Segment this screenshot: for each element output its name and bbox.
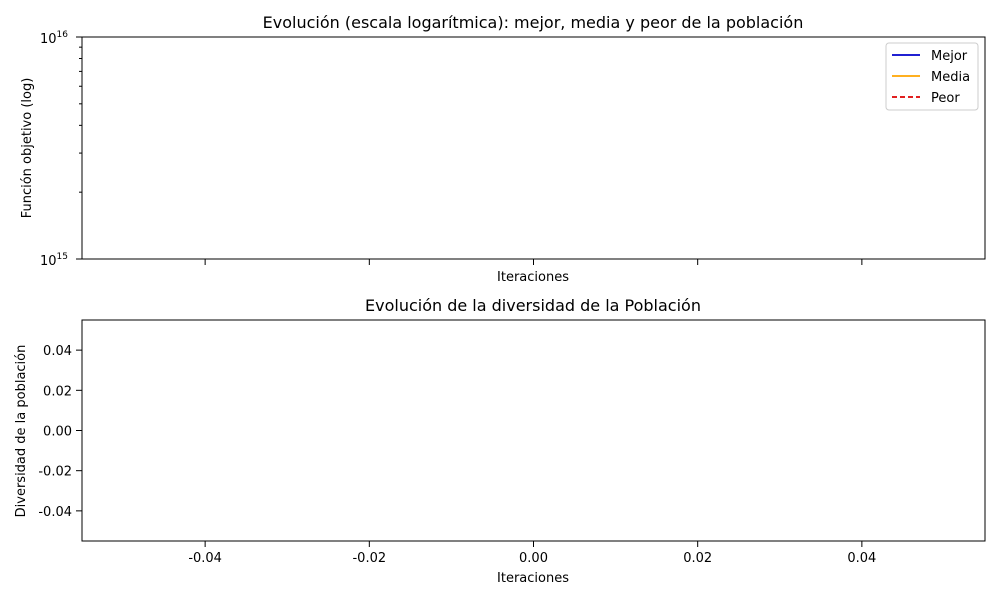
chart-bottom-y-label: Diversidad de la población <box>14 345 29 518</box>
legend-label-mejor: Mejor <box>931 49 968 64</box>
chart-top-x-ticks <box>204 259 863 265</box>
y-tick-label-15: 1015 <box>40 252 68 269</box>
bottom-y-tick-label-0: 0.04 <box>43 344 72 359</box>
chart-bottom-x-label: Iteraciones <box>497 571 569 586</box>
legend-label-peor: Peor <box>931 91 960 106</box>
chart-top: Evolución (escala logarítmica): mejor, m… <box>20 13 986 285</box>
bottom-y-tick-label-4: -0.04 <box>38 505 72 520</box>
chart-top-title: Evolución (escala logarítmica): mejor, m… <box>263 13 804 32</box>
y-tick-label-16: 1016 <box>40 30 68 47</box>
chart-top-y-ticks: 1016 1015 <box>40 30 82 269</box>
chart-top-y-label: Función objetivo (log) <box>20 78 35 219</box>
bottom-y-tick-label-3: -0.02 <box>38 465 72 480</box>
bottom-y-tick-label-2: 0.00 <box>43 425 72 440</box>
legend-label-media: Media <box>931 70 970 85</box>
chart-bottom-title: Evolución de la diversidad de la Poblaci… <box>365 296 701 315</box>
bottom-x-tick-label-1: -0.02 <box>352 551 386 566</box>
bottom-x-tick-label-2: 0.00 <box>519 551 548 566</box>
bottom-y-tick-label-1: 0.02 <box>43 384 72 399</box>
chart-top-plot-area <box>81 36 986 260</box>
chart-bottom-y-ticks: 0.04 0.02 0.00 -0.02 -0.04 <box>38 344 82 520</box>
chart-top-x-label: Iteraciones <box>497 270 569 285</box>
chart-bottom-plot-area <box>81 319 986 542</box>
legend-box <box>885 42 979 111</box>
bottom-x-tick-label-3: 0.02 <box>683 551 712 566</box>
chart-top-legend: Mejor Media Peor <box>885 42 979 111</box>
y-minor-ticks <box>79 46 82 193</box>
chart-bottom-x-ticks: -0.04 -0.02 0.00 0.02 0.04 <box>188 541 876 566</box>
chart-bottom: Evolución de la diversidad de la Poblaci… <box>14 296 986 586</box>
bottom-x-tick-label-4: 0.04 <box>847 551 876 566</box>
bottom-x-tick-label-0: -0.04 <box>188 551 222 566</box>
